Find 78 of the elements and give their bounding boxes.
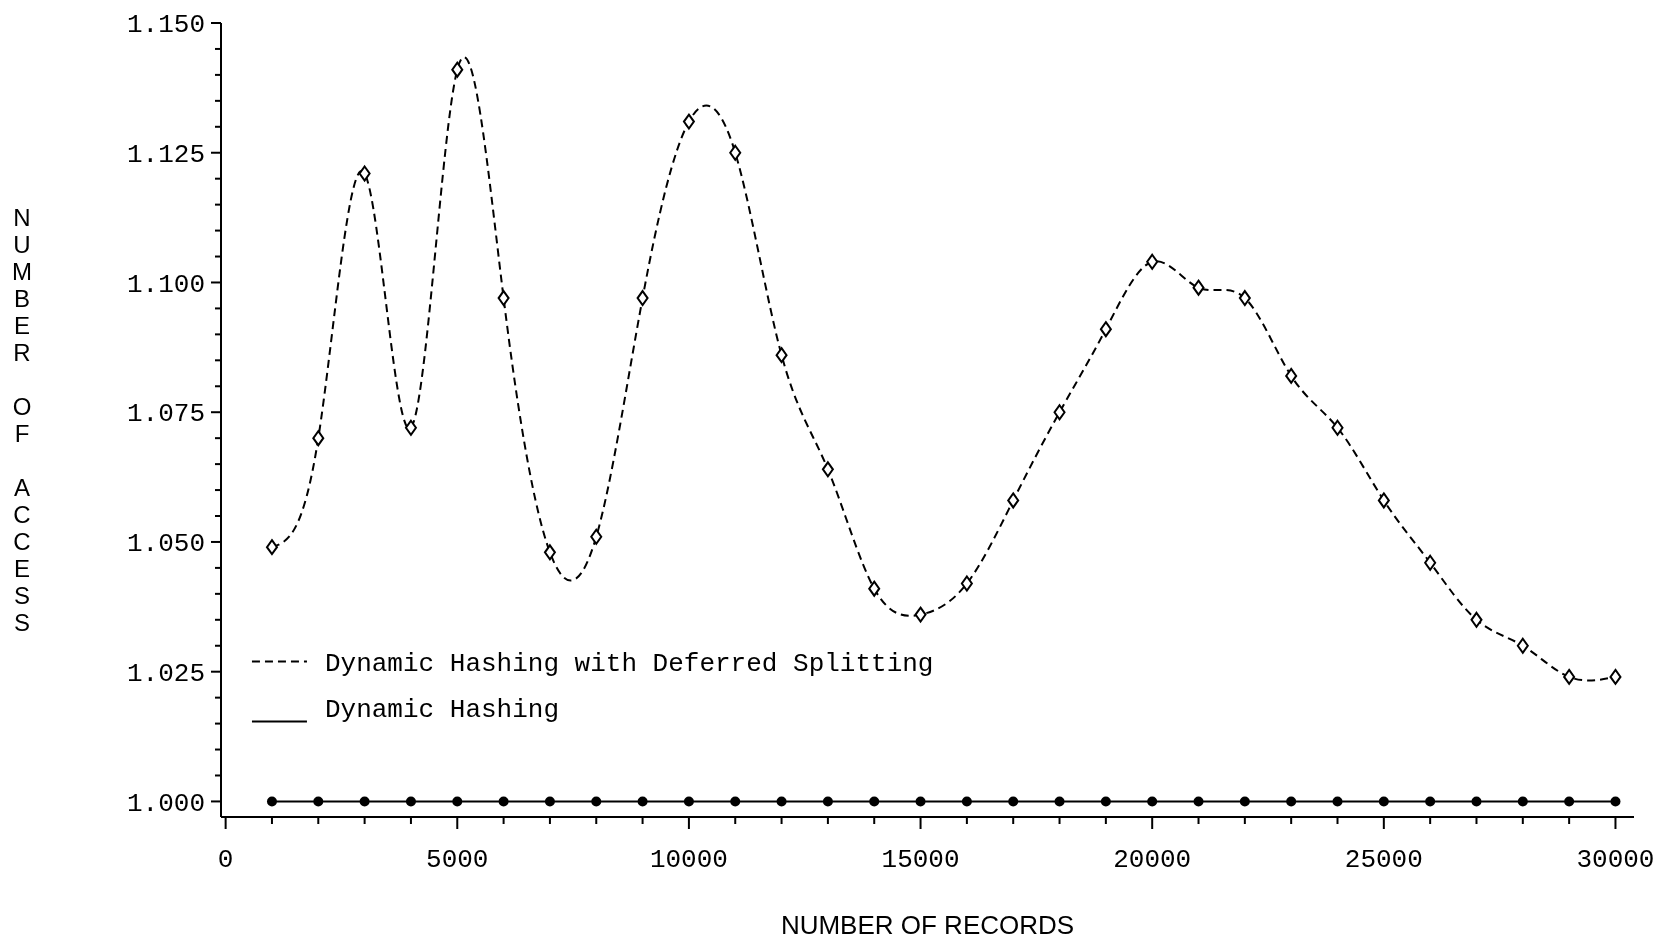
point	[265, 539, 278, 556]
x-tick-label: 10000	[649, 845, 728, 875]
point	[961, 796, 972, 807]
point	[1193, 796, 1204, 807]
point	[590, 528, 603, 545]
point	[451, 61, 464, 78]
point	[1470, 611, 1483, 628]
point	[730, 796, 741, 807]
point	[498, 796, 509, 807]
x-tick-label: 0	[217, 845, 234, 875]
point	[1146, 253, 1159, 270]
point	[497, 290, 510, 307]
point	[1192, 279, 1205, 296]
point	[543, 544, 556, 561]
point	[776, 796, 787, 807]
point	[358, 165, 371, 182]
point	[591, 796, 602, 807]
point	[914, 606, 927, 623]
y-axis-title: NUMBER OF ACCESS	[8, 204, 36, 636]
point	[868, 580, 881, 597]
point	[822, 796, 833, 807]
point	[1331, 419, 1344, 436]
point	[1516, 637, 1529, 654]
point	[1147, 796, 1158, 807]
x-tick-label: 30000	[1576, 845, 1655, 875]
point	[1425, 796, 1436, 807]
legend-label: Dynamic Hashing	[324, 694, 560, 725]
point	[1609, 668, 1622, 685]
point	[312, 430, 325, 447]
legend-label: Dynamic Hashing with Deferred Splitting	[324, 648, 934, 679]
point	[1332, 796, 1343, 807]
point	[1377, 492, 1390, 509]
x-tick-label: 20000	[1113, 845, 1192, 875]
point	[1286, 796, 1297, 807]
point	[1238, 290, 1251, 307]
point	[1007, 492, 1020, 509]
point	[405, 796, 416, 807]
point	[452, 796, 463, 807]
point	[1008, 796, 1019, 807]
point	[1285, 367, 1298, 384]
point	[1100, 796, 1111, 807]
point	[359, 796, 370, 807]
point	[869, 796, 880, 807]
y-tick-label: 1.050	[126, 529, 205, 560]
y-tick-label: 1.025	[126, 658, 205, 689]
point	[313, 796, 324, 807]
x-tick-label: 25000	[1344, 845, 1423, 875]
point	[1610, 796, 1621, 807]
point	[1054, 796, 1065, 807]
point	[1563, 668, 1576, 685]
y-tick-label: 1.075	[126, 399, 205, 430]
y-tick-label: 1.000	[126, 788, 205, 819]
point	[960, 575, 973, 592]
point	[1517, 796, 1528, 807]
point	[1053, 404, 1066, 421]
point	[544, 796, 555, 807]
point	[915, 796, 926, 807]
x-axis-title: NUMBER OF RECORDS	[780, 910, 1075, 940]
x-tick-label: 5000	[426, 845, 489, 875]
y-tick-label: 1.150	[126, 10, 205, 41]
x-tick-label: 15000	[881, 845, 960, 875]
y-tick-label: 1.125	[126, 139, 205, 170]
point	[636, 290, 649, 307]
point	[637, 796, 648, 807]
point	[1378, 796, 1389, 807]
y-tick-label: 1.100	[126, 269, 205, 300]
point	[821, 461, 834, 478]
point	[266, 796, 277, 807]
point	[404, 419, 417, 436]
point	[1564, 796, 1575, 807]
point	[1471, 796, 1482, 807]
point	[729, 144, 742, 161]
point	[1099, 321, 1112, 338]
point	[1424, 554, 1437, 571]
point	[775, 347, 788, 364]
point	[683, 796, 694, 807]
point	[1239, 796, 1250, 807]
point	[682, 113, 695, 130]
